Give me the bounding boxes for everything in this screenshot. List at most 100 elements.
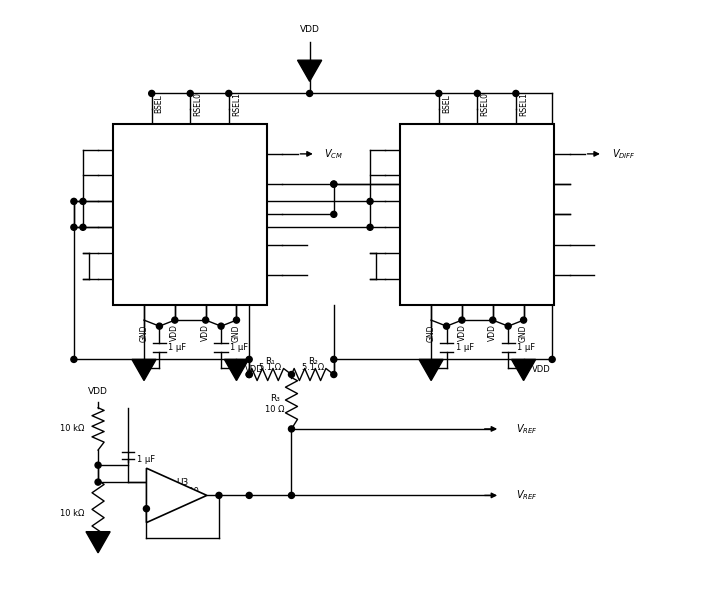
Text: $V_{REF}$: $V_{REF}$ bbox=[516, 489, 538, 502]
Text: DRV2: DRV2 bbox=[408, 145, 430, 154]
Text: ERROR: ERROR bbox=[521, 270, 549, 279]
Circle shape bbox=[246, 371, 252, 378]
Circle shape bbox=[521, 317, 526, 323]
Circle shape bbox=[331, 181, 337, 187]
Text: COMP2: COMP2 bbox=[408, 274, 437, 284]
Text: VOUT: VOUT bbox=[526, 149, 549, 159]
Text: U1: U1 bbox=[195, 202, 210, 212]
Text: 10 kΩ: 10 kΩ bbox=[61, 509, 85, 518]
Polygon shape bbox=[419, 359, 443, 381]
Text: 1 μF: 1 μF bbox=[168, 343, 186, 352]
Circle shape bbox=[71, 224, 77, 231]
Text: RSEL1: RSEL1 bbox=[519, 92, 528, 116]
Text: 1 μF: 1 μF bbox=[137, 454, 155, 464]
Circle shape bbox=[71, 356, 77, 362]
Text: BSEL: BSEL bbox=[155, 95, 164, 113]
Text: DRV2: DRV2 bbox=[121, 145, 143, 154]
Circle shape bbox=[216, 492, 222, 498]
Circle shape bbox=[367, 224, 373, 231]
Text: VDD: VDD bbox=[458, 325, 466, 342]
Circle shape bbox=[144, 506, 149, 512]
Text: AINN: AINN bbox=[408, 223, 427, 232]
Circle shape bbox=[95, 462, 101, 468]
Text: +: + bbox=[149, 477, 157, 487]
Text: $V_{REF}$: $V_{REF}$ bbox=[516, 422, 538, 436]
Text: VDD: VDD bbox=[170, 325, 179, 342]
Circle shape bbox=[233, 317, 240, 323]
Text: RSEL1: RSEL1 bbox=[232, 92, 241, 116]
Text: 10 Ω: 10 Ω bbox=[265, 405, 284, 414]
Text: OPA320: OPA320 bbox=[166, 487, 199, 496]
Circle shape bbox=[203, 317, 209, 323]
Circle shape bbox=[233, 365, 240, 371]
Text: DRV425-Q1: DRV425-Q1 bbox=[464, 223, 516, 232]
Text: ŏR: ŏR bbox=[251, 240, 261, 249]
Text: VDD: VDD bbox=[201, 325, 210, 342]
Text: DRV1: DRV1 bbox=[121, 171, 143, 180]
Text: 10 kΩ: 10 kΩ bbox=[61, 425, 85, 434]
Polygon shape bbox=[86, 532, 110, 553]
Circle shape bbox=[331, 356, 337, 362]
Text: VDD: VDD bbox=[245, 365, 264, 374]
Circle shape bbox=[246, 371, 252, 378]
Text: RSEL0: RSEL0 bbox=[480, 92, 490, 116]
Circle shape bbox=[95, 479, 101, 485]
Text: VDD: VDD bbox=[88, 387, 108, 396]
Text: COMP1: COMP1 bbox=[408, 249, 437, 257]
Text: 1 μF: 1 μF bbox=[230, 343, 248, 352]
Circle shape bbox=[289, 371, 295, 378]
Text: VOUT: VOUT bbox=[239, 149, 261, 159]
Text: GND: GND bbox=[519, 325, 528, 342]
Circle shape bbox=[246, 492, 252, 498]
Circle shape bbox=[521, 365, 526, 371]
Polygon shape bbox=[511, 359, 536, 381]
Circle shape bbox=[549, 356, 555, 362]
Circle shape bbox=[490, 317, 496, 323]
Circle shape bbox=[428, 365, 434, 371]
Text: R₃: R₃ bbox=[269, 394, 279, 403]
Circle shape bbox=[157, 323, 162, 329]
Text: $V_{DIFF}$: $V_{DIFF}$ bbox=[612, 147, 636, 161]
Polygon shape bbox=[147, 468, 207, 523]
Text: VDD: VDD bbox=[300, 26, 320, 35]
Text: R₂: R₂ bbox=[308, 357, 318, 366]
Text: RSEL0: RSEL0 bbox=[193, 92, 202, 116]
Bar bbox=[400, 124, 554, 305]
Text: GND: GND bbox=[139, 325, 149, 342]
Circle shape bbox=[331, 181, 337, 187]
Text: AINP: AINP bbox=[121, 197, 139, 206]
Circle shape bbox=[289, 426, 295, 432]
Text: R₁: R₁ bbox=[266, 357, 275, 366]
Circle shape bbox=[436, 90, 442, 96]
Text: REFOUT: REFOUT bbox=[516, 210, 549, 219]
Circle shape bbox=[149, 90, 155, 96]
Bar bbox=[113, 124, 267, 305]
Circle shape bbox=[459, 317, 465, 323]
Text: GND: GND bbox=[427, 325, 435, 342]
Circle shape bbox=[307, 90, 313, 96]
Text: GND: GND bbox=[232, 325, 241, 342]
Text: 5.1 Ω: 5.1 Ω bbox=[259, 363, 282, 371]
Text: ERROR: ERROR bbox=[233, 270, 261, 279]
Text: ŏR: ŏR bbox=[538, 240, 549, 249]
Text: DRV1: DRV1 bbox=[408, 171, 430, 180]
Circle shape bbox=[513, 90, 519, 96]
Text: 1 μF: 1 μF bbox=[517, 343, 536, 352]
Text: −: − bbox=[149, 504, 157, 514]
Text: 5.1 Ω: 5.1 Ω bbox=[302, 363, 323, 371]
Text: AINN: AINN bbox=[121, 223, 141, 232]
Circle shape bbox=[331, 371, 337, 378]
Polygon shape bbox=[132, 359, 156, 381]
Circle shape bbox=[474, 90, 480, 96]
Text: U3: U3 bbox=[177, 478, 189, 487]
Text: VDD: VDD bbox=[488, 325, 497, 342]
Circle shape bbox=[141, 365, 147, 371]
Polygon shape bbox=[225, 359, 248, 381]
Polygon shape bbox=[297, 60, 322, 81]
Text: U2: U2 bbox=[482, 202, 497, 212]
Text: REFIN: REFIN bbox=[525, 179, 549, 188]
Text: REFOUT: REFOUT bbox=[229, 210, 261, 219]
Circle shape bbox=[331, 211, 337, 217]
Circle shape bbox=[218, 323, 224, 329]
Text: VDD: VDD bbox=[532, 365, 551, 374]
